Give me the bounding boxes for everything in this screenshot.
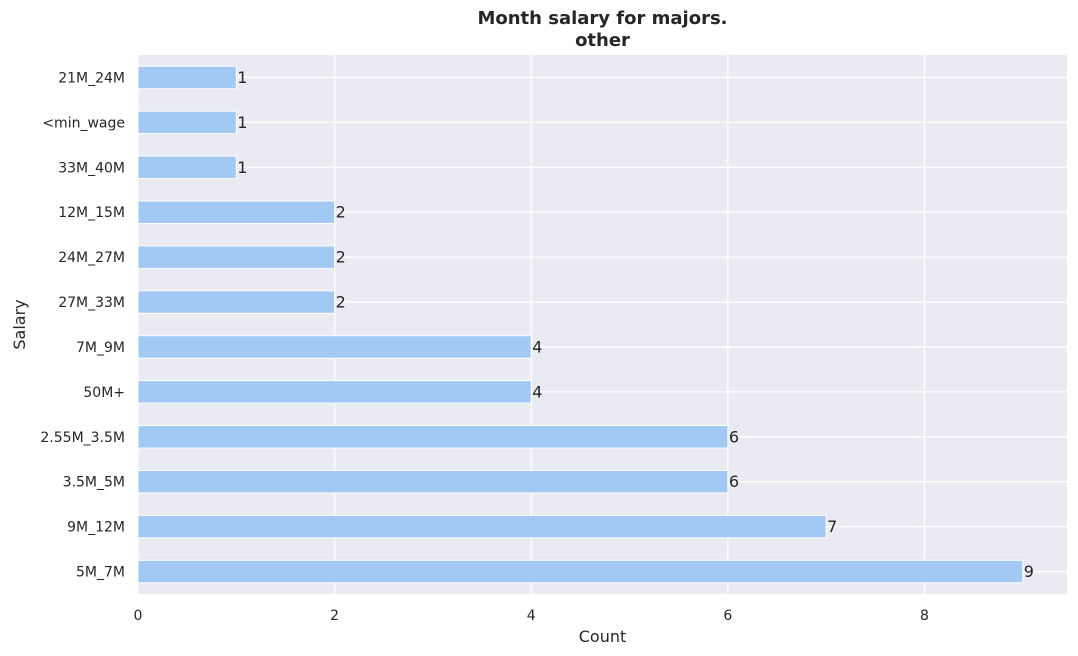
bar bbox=[137, 65, 237, 90]
y-tick-label: <min_wage bbox=[42, 115, 125, 131]
y-tick-labels: 21M_24M <min_wage 33M_40M 12M_15M 24M_27M 27M… bbox=[40, 70, 125, 580]
data-label: 1 bbox=[237, 158, 247, 177]
bar bbox=[137, 155, 237, 180]
data-label: 2 bbox=[336, 203, 346, 222]
data-label: 2 bbox=[336, 248, 346, 267]
x-tick-label: 6 bbox=[723, 608, 732, 624]
y-tick-label: 27M_33M bbox=[58, 295, 125, 311]
plot-area bbox=[138, 55, 1067, 594]
bar bbox=[137, 469, 729, 494]
data-label: 1 bbox=[237, 68, 247, 87]
y-tick-label: 9M_12M bbox=[67, 520, 125, 536]
bars bbox=[137, 65, 1024, 584]
bar bbox=[137, 335, 532, 359]
data-label: 7 bbox=[827, 517, 837, 536]
x-axis-label: Count bbox=[579, 627, 627, 646]
chart-subtitle: other bbox=[575, 30, 630, 51]
data-labels: 1 1 1 2 2 2 4 4 6 6 7 9 bbox=[237, 68, 1034, 581]
data-label: 6 bbox=[729, 472, 739, 491]
data-label: 6 bbox=[729, 427, 739, 446]
y-tick-label: 2.55M_3.5M bbox=[40, 430, 125, 446]
x-tick-label: 2 bbox=[330, 608, 339, 624]
y-tick-label: 12M_15M bbox=[58, 205, 125, 221]
bar bbox=[137, 245, 336, 269]
bar bbox=[137, 380, 532, 404]
bar bbox=[137, 290, 336, 314]
chart-title: Month salary for majors. bbox=[477, 8, 728, 29]
data-label: 1 bbox=[237, 113, 247, 132]
bar bbox=[137, 425, 729, 449]
y-tick-label: 3.5M_5M bbox=[63, 475, 125, 491]
x-tick-labels: 0 2 4 6 8 bbox=[134, 608, 929, 624]
data-label: 4 bbox=[532, 337, 542, 356]
y-tick-label: 24M_27M bbox=[58, 250, 125, 266]
bar bbox=[137, 110, 237, 135]
y-tick-label: 50M+ bbox=[83, 385, 125, 401]
y-axis-label: Salary bbox=[10, 299, 29, 349]
y-tick-label: 33M_40M bbox=[58, 160, 125, 176]
data-label: 2 bbox=[336, 293, 346, 312]
y-tick-label: 5M_7M bbox=[76, 565, 125, 581]
x-tick-label: 4 bbox=[527, 608, 536, 624]
y-tick-label: 7M_9M bbox=[76, 340, 125, 356]
x-tick-label: 8 bbox=[920, 608, 929, 624]
data-label: 4 bbox=[532, 382, 542, 401]
bar bbox=[137, 514, 827, 539]
data-label: 9 bbox=[1024, 562, 1034, 581]
x-tick-label: 0 bbox=[134, 608, 143, 624]
y-tick-label: 21M_24M bbox=[58, 70, 125, 86]
bar bbox=[137, 559, 1024, 584]
bar bbox=[137, 200, 336, 224]
